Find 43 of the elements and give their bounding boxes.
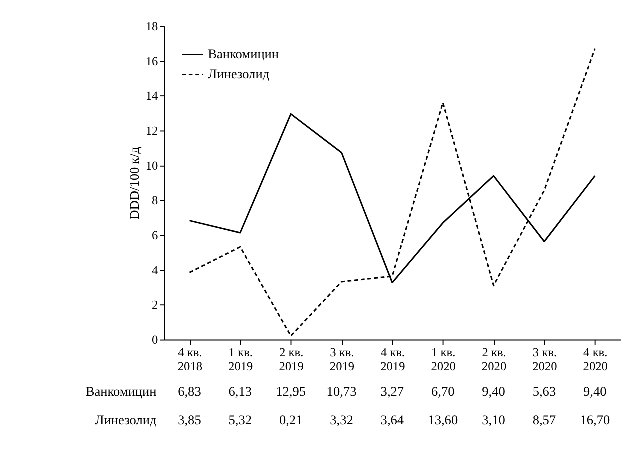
y-axis-title: DDD/100 к/д: [127, 146, 142, 220]
text: Линезолид: [95, 412, 157, 428]
data-label: 9,40: [584, 384, 608, 399]
y-tick-label: 0: [152, 333, 158, 348]
x-tick-label: 4 кв. 2020: [583, 345, 608, 374]
data-label: 5,32: [228, 412, 252, 428]
y-tick-label: 18: [146, 20, 158, 34]
data-label: 8,57: [532, 412, 556, 428]
data-label: 13,60: [428, 412, 458, 428]
y-tick-label: 10: [146, 158, 158, 173]
data-label: 6,70: [431, 384, 456, 399]
data-label: 0,21: [279, 412, 303, 428]
y-tick-label: 4: [152, 263, 158, 278]
x-tick-label: 3 кв. 2020: [532, 345, 558, 374]
line-series: [188, 48, 596, 337]
y-tick-label: 14: [146, 89, 158, 104]
y-tick-label: 2: [152, 298, 158, 312]
data-label: 3,64: [380, 412, 404, 428]
data-label: 3,27: [380, 384, 404, 399]
data-label: 16,70: [580, 412, 610, 428]
data-label: 6,83: [178, 384, 202, 399]
data-label: 6,13: [228, 384, 252, 399]
x-tick-label: 3 кв. 2019: [330, 345, 355, 374]
data-label: 3,85: [178, 412, 202, 428]
data-label: 10,73: [326, 384, 358, 399]
x-tick-label: 2 кв. 2020: [482, 345, 507, 374]
data-label: 5,63: [532, 384, 556, 399]
legend-label: Линезолид: [208, 66, 270, 82]
legend-label: Ванкомицин: [208, 46, 280, 62]
y-tick-label: 8: [152, 194, 158, 208]
y-tick-label: 6: [152, 228, 158, 243]
data-label: 12,95: [276, 384, 306, 399]
x-tick-label: 2 кв. 2019: [279, 345, 304, 374]
data-label: 9,40: [482, 384, 506, 399]
x-tick-label: 1 кв. 2019: [228, 345, 254, 374]
text: Ванкомицин: [86, 384, 157, 399]
data-label: 3,32: [330, 412, 354, 428]
data-label: 3,10: [482, 412, 506, 428]
x-tick-label: 4 кв. 2018: [178, 345, 203, 374]
x-tick-label: 4 кв. 2019: [380, 345, 406, 374]
x-tick-label: 1 кв. 2020: [431, 345, 456, 374]
y-tick-label: 12: [146, 124, 158, 138]
y-tick-label: 16: [146, 54, 158, 68]
